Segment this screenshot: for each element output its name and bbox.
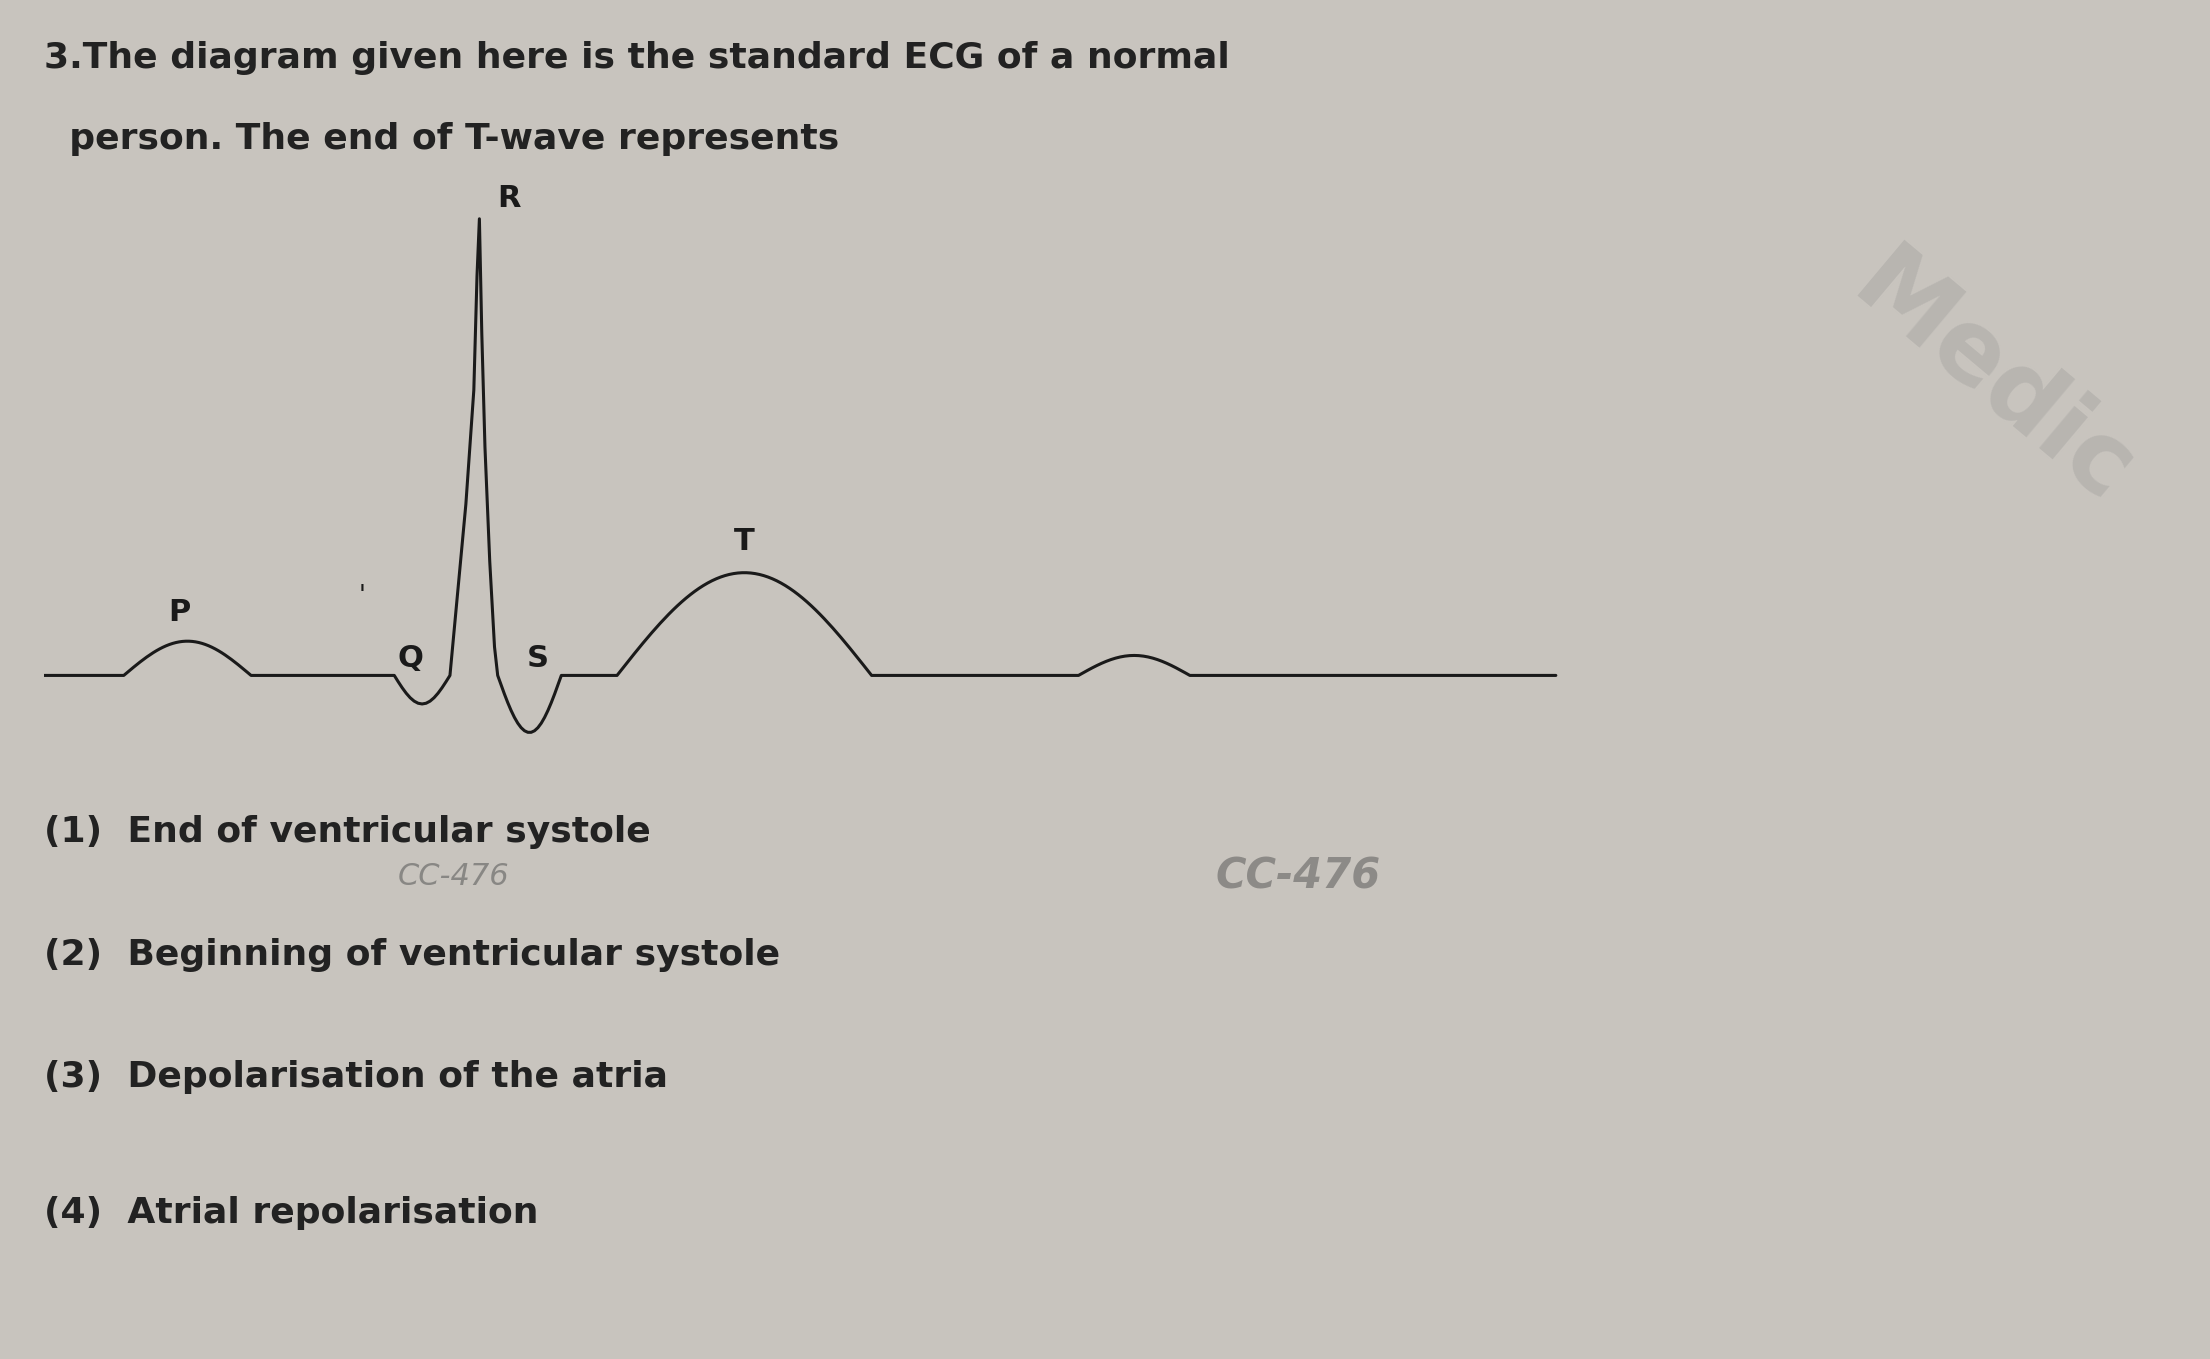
Text: ': ': [358, 583, 367, 607]
Text: (4)  Atrial repolarisation: (4) Atrial repolarisation: [44, 1196, 539, 1230]
Text: (1)  End of ventricular systole: (1) End of ventricular systole: [44, 815, 652, 849]
Text: (3)  Depolarisation of the atria: (3) Depolarisation of the atria: [44, 1060, 667, 1094]
Text: S: S: [526, 644, 548, 673]
Text: (2)  Beginning of ventricular systole: (2) Beginning of ventricular systole: [44, 938, 780, 972]
Text: CC-476: CC-476: [1216, 856, 1381, 897]
Text: Q: Q: [398, 644, 422, 673]
Text: Medic: Medic: [1834, 236, 2150, 525]
Text: 3.The diagram given here is the standard ECG of a normal: 3.The diagram given here is the standard…: [44, 41, 1231, 75]
Text: P: P: [168, 598, 190, 626]
Text: CC-476: CC-476: [398, 862, 511, 892]
Text: R: R: [497, 183, 522, 213]
Text: T: T: [734, 526, 754, 556]
Text: person. The end of T-wave represents: person. The end of T-wave represents: [44, 122, 840, 156]
